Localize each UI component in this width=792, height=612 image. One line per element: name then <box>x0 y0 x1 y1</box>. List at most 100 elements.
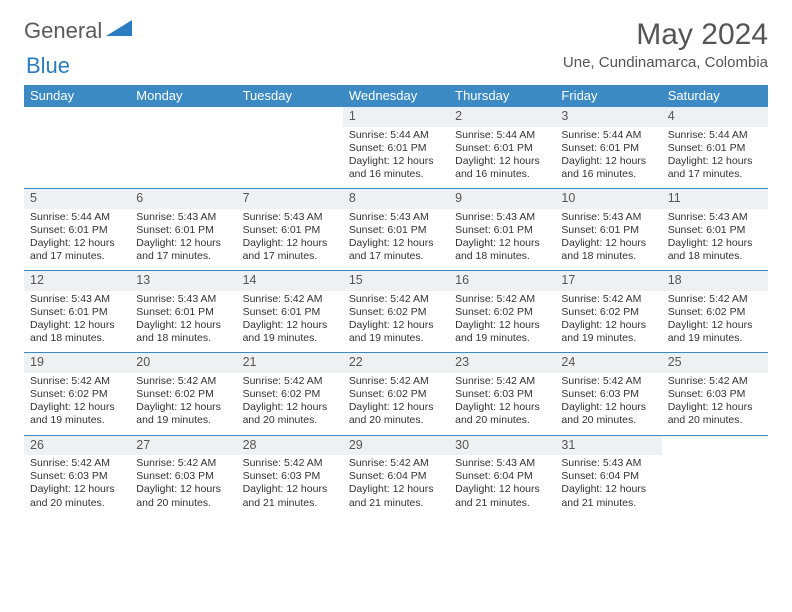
daylight-line: Daylight: 12 hours and 18 minutes. <box>455 237 549 263</box>
daylight-line: Daylight: 12 hours and 16 minutes. <box>561 155 655 181</box>
weekday-header: Saturday <box>662 85 768 107</box>
day-detail-cell: Sunrise: 5:43 AMSunset: 6:01 PMDaylight:… <box>237 209 343 271</box>
sunset-line: Sunset: 6:01 PM <box>455 224 549 237</box>
sunrise-line: Sunrise: 5:42 AM <box>243 375 337 388</box>
day-number-cell: 18 <box>662 271 768 291</box>
day-detail-cell: Sunrise: 5:43 AMSunset: 6:01 PMDaylight:… <box>662 209 768 271</box>
day-number-cell <box>237 107 343 127</box>
day-number-cell: 24 <box>555 353 661 373</box>
day-detail-cell: Sunrise: 5:43 AMSunset: 6:01 PMDaylight:… <box>130 209 236 271</box>
calendar-header: SundayMondayTuesdayWednesdayThursdayFrid… <box>24 85 768 107</box>
day-detail-cell: Sunrise: 5:42 AMSunset: 6:03 PMDaylight:… <box>237 455 343 517</box>
sunset-line: Sunset: 6:01 PM <box>136 224 230 237</box>
day-detail-cell: Sunrise: 5:42 AMSunset: 6:02 PMDaylight:… <box>343 291 449 353</box>
daylight-line: Daylight: 12 hours and 20 minutes. <box>668 401 762 427</box>
day-number-cell: 20 <box>130 353 236 373</box>
daylight-line: Daylight: 12 hours and 20 minutes. <box>136 483 230 509</box>
day-detail-cell: Sunrise: 5:44 AMSunset: 6:01 PMDaylight:… <box>662 127 768 189</box>
sunrise-line: Sunrise: 5:42 AM <box>349 375 443 388</box>
weekday-header: Tuesday <box>237 85 343 107</box>
daylight-line: Daylight: 12 hours and 20 minutes. <box>455 401 549 427</box>
day-detail-cell: Sunrise: 5:42 AMSunset: 6:03 PMDaylight:… <box>555 373 661 435</box>
sunset-line: Sunset: 6:03 PM <box>455 388 549 401</box>
sunset-line: Sunset: 6:02 PM <box>349 306 443 319</box>
logo: General <box>24 18 134 44</box>
sunset-line: Sunset: 6:01 PM <box>349 142 443 155</box>
sunrise-line: Sunrise: 5:42 AM <box>30 375 124 388</box>
day-number-cell: 14 <box>237 271 343 291</box>
day-detail-cell: Sunrise: 5:44 AMSunset: 6:01 PMDaylight:… <box>555 127 661 189</box>
sunset-line: Sunset: 6:01 PM <box>455 142 549 155</box>
sunset-line: Sunset: 6:01 PM <box>30 224 124 237</box>
sunrise-line: Sunrise: 5:42 AM <box>243 457 337 470</box>
weekday-header: Monday <box>130 85 236 107</box>
day-number-cell: 28 <box>237 435 343 455</box>
logo-text-1: General <box>24 18 102 44</box>
calendar-table: SundayMondayTuesdayWednesdayThursdayFrid… <box>24 85 768 517</box>
sunrise-line: Sunrise: 5:43 AM <box>561 457 655 470</box>
day-detail-cell <box>662 455 768 517</box>
sunrise-line: Sunrise: 5:43 AM <box>136 293 230 306</box>
sunset-line: Sunset: 6:03 PM <box>668 388 762 401</box>
title-block: May 2024 Une, Cundinamarca, Colombia <box>563 18 768 71</box>
day-number-cell: 13 <box>130 271 236 291</box>
sunset-line: Sunset: 6:01 PM <box>561 224 655 237</box>
daylight-line: Daylight: 12 hours and 20 minutes. <box>243 401 337 427</box>
sunrise-line: Sunrise: 5:43 AM <box>136 211 230 224</box>
sunrise-line: Sunrise: 5:42 AM <box>561 293 655 306</box>
sunset-line: Sunset: 6:02 PM <box>455 306 549 319</box>
day-detail-cell: Sunrise: 5:44 AMSunset: 6:01 PMDaylight:… <box>449 127 555 189</box>
sunset-line: Sunset: 6:02 PM <box>30 388 124 401</box>
day-number-cell: 16 <box>449 271 555 291</box>
daylight-line: Daylight: 12 hours and 20 minutes. <box>30 483 124 509</box>
daylight-line: Daylight: 12 hours and 19 minutes. <box>30 401 124 427</box>
day-detail-cell: Sunrise: 5:44 AMSunset: 6:01 PMDaylight:… <box>24 209 130 271</box>
sunrise-line: Sunrise: 5:42 AM <box>136 375 230 388</box>
sunrise-line: Sunrise: 5:42 AM <box>136 457 230 470</box>
sunset-line: Sunset: 6:01 PM <box>561 142 655 155</box>
sunrise-line: Sunrise: 5:43 AM <box>30 293 124 306</box>
sunset-line: Sunset: 6:02 PM <box>243 388 337 401</box>
sunset-line: Sunset: 6:03 PM <box>243 470 337 483</box>
daylight-line: Daylight: 12 hours and 18 minutes. <box>136 319 230 345</box>
day-number-cell: 6 <box>130 189 236 209</box>
sunrise-line: Sunrise: 5:43 AM <box>668 211 762 224</box>
day-detail-cell: Sunrise: 5:44 AMSunset: 6:01 PMDaylight:… <box>343 127 449 189</box>
day-number-cell: 2 <box>449 107 555 127</box>
sunset-line: Sunset: 6:01 PM <box>668 142 762 155</box>
day-detail-cell: Sunrise: 5:43 AMSunset: 6:01 PMDaylight:… <box>343 209 449 271</box>
sunrise-line: Sunrise: 5:42 AM <box>30 457 124 470</box>
day-number-cell: 5 <box>24 189 130 209</box>
sunrise-line: Sunrise: 5:44 AM <box>455 129 549 142</box>
day-detail-cell: Sunrise: 5:43 AMSunset: 6:01 PMDaylight:… <box>555 209 661 271</box>
sunrise-line: Sunrise: 5:43 AM <box>243 211 337 224</box>
location: Une, Cundinamarca, Colombia <box>563 54 768 71</box>
day-detail-cell: Sunrise: 5:42 AMSunset: 6:03 PMDaylight:… <box>662 373 768 435</box>
daylight-line: Daylight: 12 hours and 21 minutes. <box>561 483 655 509</box>
sunset-line: Sunset: 6:01 PM <box>349 224 443 237</box>
day-number-cell <box>130 107 236 127</box>
sunrise-line: Sunrise: 5:42 AM <box>349 293 443 306</box>
daylight-line: Daylight: 12 hours and 19 minutes. <box>561 319 655 345</box>
sunrise-line: Sunrise: 5:42 AM <box>349 457 443 470</box>
daylight-line: Daylight: 12 hours and 21 minutes. <box>243 483 337 509</box>
day-number-cell: 1 <box>343 107 449 127</box>
sunset-line: Sunset: 6:01 PM <box>668 224 762 237</box>
sunset-line: Sunset: 6:04 PM <box>561 470 655 483</box>
day-number-cell: 15 <box>343 271 449 291</box>
logo-triangle-icon <box>106 20 132 43</box>
day-detail-cell: Sunrise: 5:42 AMSunset: 6:04 PMDaylight:… <box>343 455 449 517</box>
sunset-line: Sunset: 6:03 PM <box>136 470 230 483</box>
day-number-cell: 21 <box>237 353 343 373</box>
day-detail-cell: Sunrise: 5:43 AMSunset: 6:04 PMDaylight:… <box>449 455 555 517</box>
daylight-line: Daylight: 12 hours and 16 minutes. <box>349 155 443 181</box>
sunrise-line: Sunrise: 5:43 AM <box>455 457 549 470</box>
sunset-line: Sunset: 6:03 PM <box>30 470 124 483</box>
day-detail-cell: Sunrise: 5:42 AMSunset: 6:01 PMDaylight:… <box>237 291 343 353</box>
day-number-cell: 30 <box>449 435 555 455</box>
day-number-cell: 3 <box>555 107 661 127</box>
day-number-cell: 9 <box>449 189 555 209</box>
sunset-line: Sunset: 6:04 PM <box>349 470 443 483</box>
daylight-line: Daylight: 12 hours and 19 minutes. <box>349 319 443 345</box>
month-title: May 2024 <box>563 18 768 52</box>
